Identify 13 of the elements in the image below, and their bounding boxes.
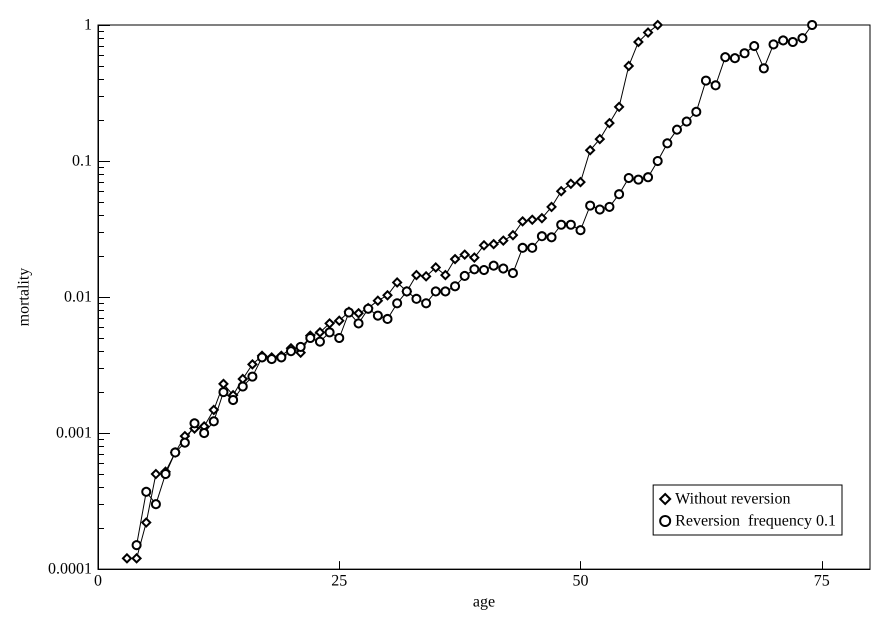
y-tick-label: 1 xyxy=(84,16,92,34)
x-tick-label: 75 xyxy=(814,572,830,590)
legend-label: Reversion frequency 0.1 xyxy=(675,512,836,530)
x-axis-title: age xyxy=(472,594,496,610)
x-tick-label: 0 xyxy=(94,572,102,590)
y-tick-label: 0.1 xyxy=(72,152,92,170)
y-axis-title: mortality xyxy=(16,268,32,326)
legend-label: Without reversion xyxy=(675,490,790,508)
y-tick-label: 0.001 xyxy=(56,424,92,442)
y-tick-label: 0.0001 xyxy=(48,560,92,578)
x-tick-label: 25 xyxy=(331,572,348,590)
x-tick-label: 50 xyxy=(572,572,588,590)
y-tick-label: 0.01 xyxy=(64,288,92,306)
